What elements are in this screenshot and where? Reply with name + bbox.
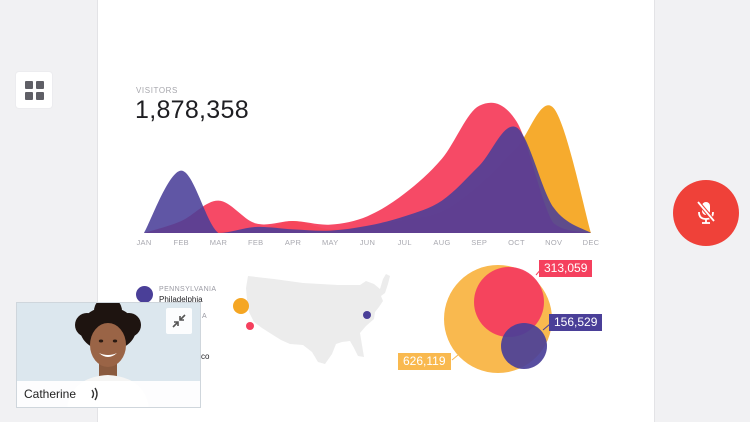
participant-caption-bar: Catherine	[17, 381, 200, 407]
speaking-icon	[91, 387, 98, 401]
bubble-label-orange: 626,119	[398, 353, 451, 370]
map-dot-red	[246, 322, 254, 330]
legend-state-pennsylvania: PENNSYLVANIA	[159, 286, 217, 293]
map-dot-orange	[233, 298, 249, 314]
bubble-purple	[501, 323, 547, 369]
minimize-video-button[interactable]	[166, 308, 192, 334]
map-dot-purple	[363, 311, 371, 319]
bubble-label-red: 313,059	[539, 260, 593, 277]
month-label: MAY	[321, 238, 339, 247]
grid-icon	[24, 80, 44, 100]
month-label: APR	[284, 238, 302, 247]
area-series-3	[144, 126, 591, 233]
legend-dot-pennsylvania	[136, 286, 153, 303]
month-label: MAR	[209, 238, 228, 247]
month-label: FEB	[248, 238, 264, 247]
month-label: FEB	[173, 238, 189, 247]
us-map	[233, 274, 390, 364]
month-label: JUL	[397, 238, 412, 247]
minimize-icon	[172, 314, 186, 328]
month-label: DEC	[582, 238, 600, 247]
month-label: SEP	[471, 238, 488, 247]
visitors-count: 1,878,358	[135, 96, 249, 124]
month-label: NOV	[545, 238, 563, 247]
us-map-shape	[246, 274, 390, 364]
visitors-label: VISITORS	[136, 86, 178, 95]
month-label: OCT	[508, 238, 525, 247]
month-label: AUG	[433, 238, 451, 247]
mute-microphone-button[interactable]	[673, 180, 739, 246]
legend-city-partial: co	[201, 352, 210, 361]
month-label: JAN	[136, 238, 152, 247]
legend-state-partial: A	[202, 313, 208, 320]
visitors-area-chart	[144, 102, 591, 234]
bubble-label-purple: 156,529	[549, 314, 603, 331]
bubble-chart	[444, 265, 552, 373]
legend-city-philadelphia: Philadelphia	[159, 295, 203, 304]
participant-video-tile[interactable]: Catherine	[16, 302, 201, 408]
bubble-red	[474, 267, 544, 337]
month-label: JUN	[359, 238, 376, 247]
mic-muted-icon	[696, 200, 716, 224]
layout-grid-button[interactable]	[16, 72, 52, 108]
participant-name: Catherine	[24, 387, 77, 401]
